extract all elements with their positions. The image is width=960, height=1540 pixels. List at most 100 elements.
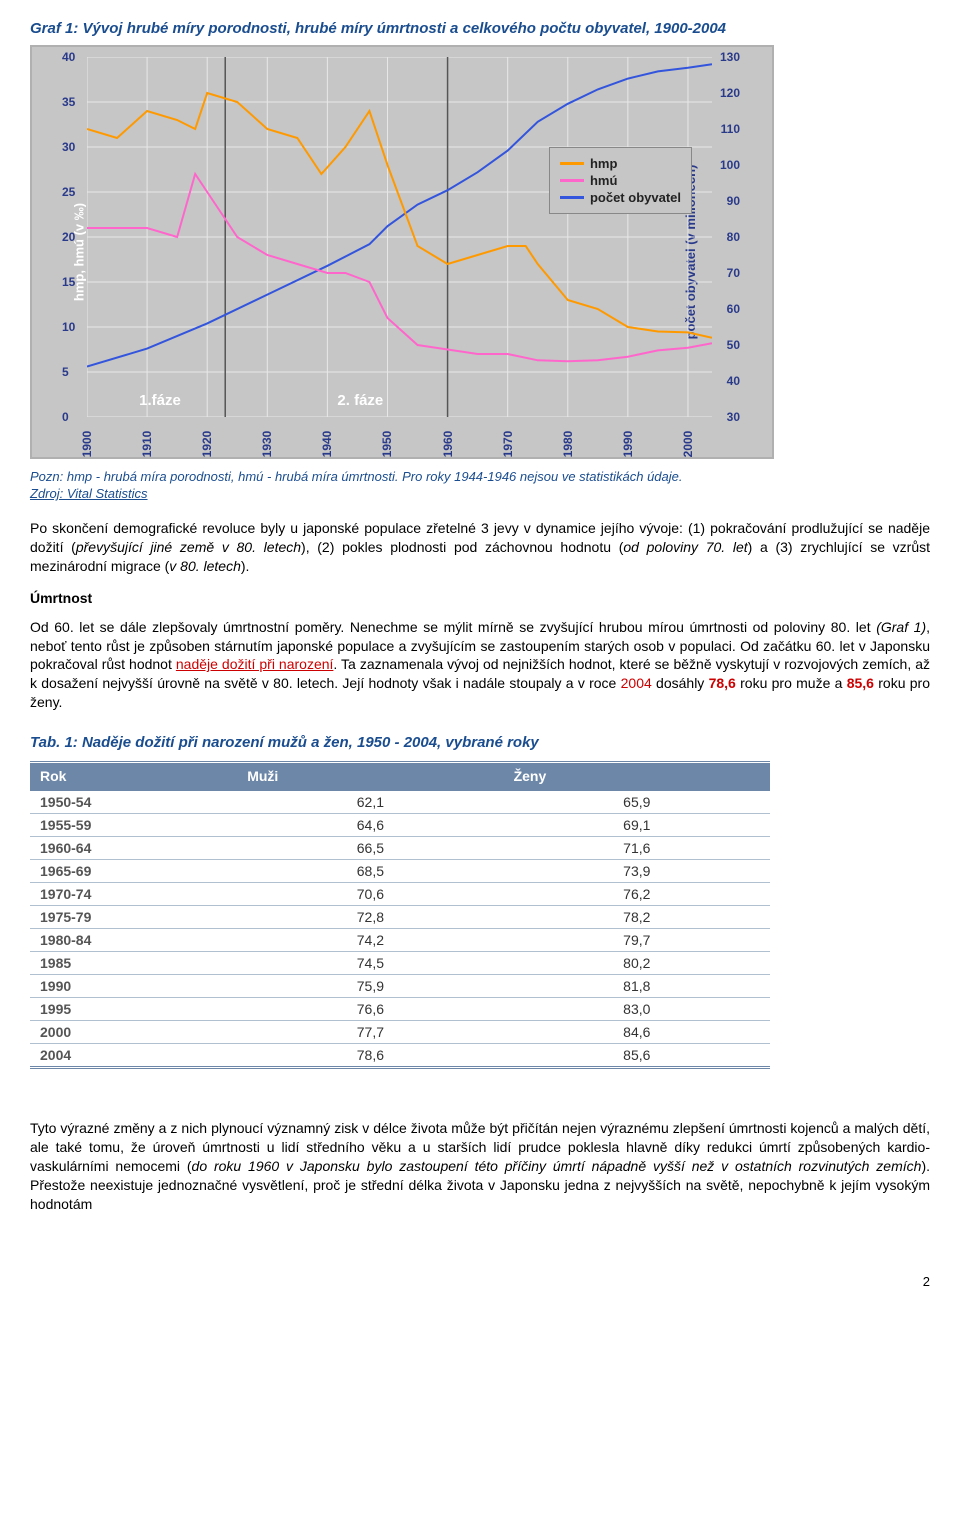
p2-d: dosáhly xyxy=(652,675,709,691)
xtick: 2000 xyxy=(681,431,695,458)
p2-r4: 85,6 xyxy=(847,675,874,691)
table-cell-women: 85,6 xyxy=(504,1044,770,1068)
ytick-left: 20 xyxy=(62,230,75,244)
table-cell-year: 2004 xyxy=(30,1044,237,1068)
ytick-right: 40 xyxy=(727,374,740,388)
paragraph-3: Tyto výrazné změny a z nich plynoucí výz… xyxy=(30,1119,930,1213)
ytick-right: 60 xyxy=(727,302,740,316)
xtick: 1950 xyxy=(380,431,394,458)
legend-swatch xyxy=(560,196,584,199)
p3-i1: do roku 1960 v Japonsku bylo zastoupení … xyxy=(192,1158,922,1174)
p1-b: ), (2) pokles plodnosti pod záchovnou ho… xyxy=(301,539,623,555)
table-cell-year: 1995 xyxy=(30,998,237,1021)
ytick-right: 50 xyxy=(727,338,740,352)
table-cell-men: 77,7 xyxy=(237,1021,503,1044)
paragraph-1: Po skončení demografické revoluce byly u… xyxy=(30,519,930,576)
table-title: Tab. 1: Naděje dožití při narození mužů … xyxy=(30,734,930,751)
chart-legend: hmp hmú počet obyvatel xyxy=(549,147,692,214)
legend-label: hmú xyxy=(590,173,617,188)
table-row: 1970-7470,676,2 xyxy=(30,883,770,906)
plot-area xyxy=(87,57,712,417)
paragraph-2: Od 60. let se dále zlepšovaly úmrtnostní… xyxy=(30,618,930,712)
p1-i3: v 80. letech xyxy=(169,558,241,574)
chart-container: hmp, hmú (v ‰) počet obyvatel (v milione… xyxy=(30,45,774,459)
ytick-right: 90 xyxy=(727,194,740,208)
table-cell-women: 79,7 xyxy=(504,929,770,952)
table-cell-men: 78,6 xyxy=(237,1044,503,1068)
ytick-right: 110 xyxy=(721,122,740,136)
table-cell-year: 1980-84 xyxy=(30,929,237,952)
table-header-cell: Muži xyxy=(237,763,503,790)
xtick: 1900 xyxy=(80,431,94,458)
legend-item: hmp xyxy=(560,156,681,171)
xtick: 1930 xyxy=(260,431,274,458)
table-cell-year: 1985 xyxy=(30,952,237,975)
table-cell-women: 65,9 xyxy=(504,790,770,814)
p2-i1: (Graf 1) xyxy=(876,619,926,635)
legend-item: hmú xyxy=(560,173,681,188)
table-cell-men: 72,8 xyxy=(237,906,503,929)
xtick: 1960 xyxy=(441,431,455,458)
table-cell-women: 69,1 xyxy=(504,814,770,837)
table-cell-year: 1960-64 xyxy=(30,837,237,860)
table-cell-women: 80,2 xyxy=(504,952,770,975)
table-row: 199576,683,0 xyxy=(30,998,770,1021)
table-cell-men: 74,5 xyxy=(237,952,503,975)
table-row: 200077,784,6 xyxy=(30,1021,770,1044)
table-cell-year: 1990 xyxy=(30,975,237,998)
subhead-mortality: Úmrtnost xyxy=(30,590,930,606)
ytick-right: 30 xyxy=(727,410,740,424)
table-cell-men: 62,1 xyxy=(237,790,503,814)
table-cell-women: 71,6 xyxy=(504,837,770,860)
ytick-left: 15 xyxy=(62,275,75,289)
ytick-left: 10 xyxy=(62,320,75,334)
table-row: 1955-5964,669,1 xyxy=(30,814,770,837)
table-row: 1950-5462,165,9 xyxy=(30,790,770,814)
table-cell-women: 78,2 xyxy=(504,906,770,929)
xtick: 1970 xyxy=(501,431,515,458)
table-cell-year: 1970-74 xyxy=(30,883,237,906)
table-row: 1965-6968,573,9 xyxy=(30,860,770,883)
page-number: 2 xyxy=(30,1274,930,1289)
ytick-right: 100 xyxy=(720,158,740,172)
table-cell-year: 1955-59 xyxy=(30,814,237,837)
phase-label: 1.fáze xyxy=(139,392,181,409)
table-cell-women: 83,0 xyxy=(504,998,770,1021)
table-cell-men: 66,5 xyxy=(237,837,503,860)
legend-swatch xyxy=(560,162,584,165)
table-cell-year: 1950-54 xyxy=(30,790,237,814)
p1-d: ). xyxy=(241,558,250,574)
ytick-right: 80 xyxy=(727,230,740,244)
ytick-left: 0 xyxy=(62,410,69,424)
chart-title: Graf 1: Vývoj hrubé míry porodnosti, hru… xyxy=(30,20,930,37)
ytick-left: 30 xyxy=(62,140,75,154)
table-cell-year: 1975-79 xyxy=(30,906,237,929)
table-row: 1980-8474,279,7 xyxy=(30,929,770,952)
legend-swatch xyxy=(560,179,584,182)
phase-label: 2. fáze xyxy=(337,392,383,409)
xtick: 1940 xyxy=(320,431,334,458)
p1-i2: od poloviny 70. let xyxy=(623,539,747,555)
ytick-left: 25 xyxy=(62,185,75,199)
table-cell-year: 1965-69 xyxy=(30,860,237,883)
legend-label: hmp xyxy=(590,156,617,171)
table-row: 1975-7972,878,2 xyxy=(30,906,770,929)
p2-e: roku pro muže a xyxy=(736,675,847,691)
ytick-right: 70 xyxy=(727,266,740,280)
p2-r3: 78,6 xyxy=(709,675,736,691)
table-cell-men: 74,2 xyxy=(237,929,503,952)
xtick: 1990 xyxy=(621,431,635,458)
legend-label: počet obyvatel xyxy=(590,190,681,205)
legend-item: počet obyvatel xyxy=(560,190,681,205)
xtick: 1980 xyxy=(561,431,575,458)
table-row: 200478,685,6 xyxy=(30,1044,770,1068)
p2-r1: naděje dožití při narození xyxy=(176,656,334,672)
p2-r2: 2004 xyxy=(621,675,652,691)
table-row: 1960-6466,571,6 xyxy=(30,837,770,860)
table-cell-women: 81,8 xyxy=(504,975,770,998)
ytick-right: 130 xyxy=(720,50,740,64)
table-row: 199075,981,8 xyxy=(30,975,770,998)
table-header-cell: Rok xyxy=(30,763,237,790)
ytick-left: 5 xyxy=(62,365,69,379)
table-cell-year: 2000 xyxy=(30,1021,237,1044)
